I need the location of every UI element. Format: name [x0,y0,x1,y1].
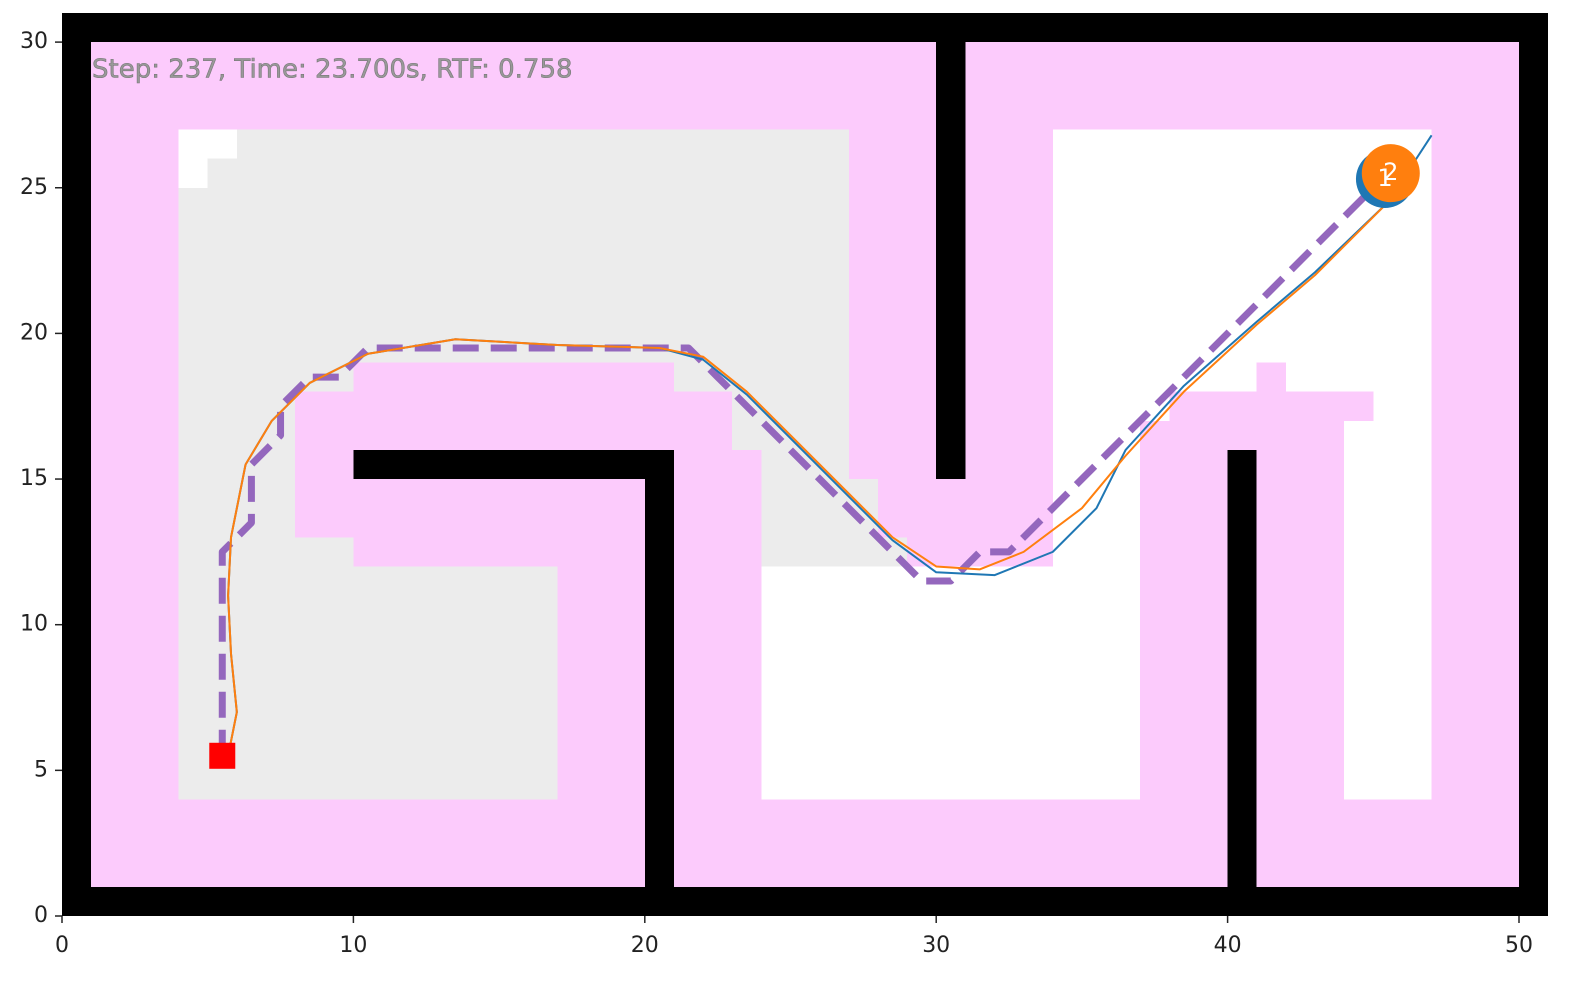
agent-label: 2 [1383,158,1398,186]
inflated-area [1344,799,1432,887]
start-marker [209,742,236,769]
agent [1361,144,1420,203]
y-tick-label: 25 [20,175,48,200]
x-tick-label: 10 [339,933,367,958]
inflated-area [295,391,354,538]
y-tick-label: 10 [20,612,48,637]
inflated-area [673,391,733,450]
inflated-area [1169,391,1374,421]
wall [1227,449,1257,887]
x-tick-label: 0 [55,933,69,958]
x-tick-label: 30 [922,933,950,958]
wall [644,449,674,887]
status-text: Step: 237, Time: 23.700s, RTF: 0.758 [92,55,573,85]
x-tick-label: 50 [1505,933,1533,958]
inflated-area [1256,362,1286,392]
path-line [218,170,1391,756]
free-area [178,129,208,188]
agent-label: 1 [1377,164,1392,192]
path-line [227,201,1389,756]
wall [936,42,966,480]
y-tick-label: 15 [20,466,48,491]
y-tick-label: 0 [34,903,48,928]
y-tick-label: 5 [34,757,48,782]
inflated-area [761,799,1141,887]
free-area [207,129,237,159]
y-tick-label: 30 [20,29,48,54]
inflated-area [907,479,995,567]
x-tick-label: 40 [1214,933,1242,958]
wall [353,449,674,480]
x-tick-label: 20 [631,933,659,958]
y-tick-label: 20 [20,320,48,345]
